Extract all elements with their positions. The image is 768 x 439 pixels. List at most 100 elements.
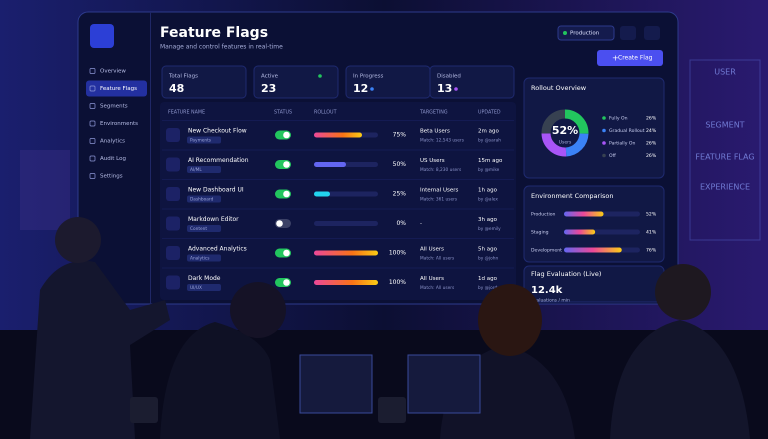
updated-by: by @jordan (478, 285, 503, 291)
legend-dot (602, 141, 606, 145)
updated-by: by @sarah (478, 138, 501, 144)
legend-value: 26% (646, 153, 657, 159)
updated: 15m ago (478, 158, 503, 164)
rollout-bar (314, 280, 378, 285)
env-bar (564, 211, 604, 217)
flag-tag: Analytics (190, 256, 210, 262)
row-icon (166, 275, 180, 290)
legend-name: Off (609, 153, 617, 159)
column-header: STATUS (274, 110, 292, 116)
nav-item[interactable]: Analytics (100, 139, 125, 145)
nav-icon (89, 120, 96, 127)
legend-value: 24% (646, 128, 657, 134)
updated: 3h ago (478, 217, 498, 223)
toggle-knob (283, 161, 290, 168)
card (523, 185, 665, 263)
targeting: All Users (420, 276, 444, 282)
flag-name: AI Recommendation (188, 157, 249, 164)
nav-item[interactable]: Feature Flags (100, 86, 137, 92)
nav-item[interactable]: Settings (100, 174, 123, 180)
toggle-knob (283, 131, 290, 139)
flag-name: Markdown Editor (188, 216, 239, 223)
stat-label: Total Flags (168, 74, 198, 80)
nav-item[interactable]: Audit Log (100, 156, 126, 162)
legend-dot (602, 153, 606, 158)
stat-value: 23 (261, 82, 276, 95)
toggle-knob (283, 190, 290, 198)
env-bar (564, 229, 596, 235)
row-icon (166, 187, 180, 201)
flag-tag: AI/ML (190, 167, 202, 173)
updated-by: by @alex (478, 197, 498, 203)
table-card (160, 102, 516, 300)
flag-tag: UI/UX (190, 285, 202, 291)
nav-item[interactable]: Overview (100, 69, 126, 75)
legend-value: 26% (646, 116, 657, 122)
updated-by: by @mike (478, 167, 500, 173)
nav-icon (89, 138, 96, 144)
env-value: 76% (646, 248, 657, 254)
stat-dot (318, 74, 322, 78)
wall-text: SEGMENT (705, 121, 744, 130)
targeting-match: Match: 8,230 users (420, 167, 462, 173)
stat-label: Active (261, 74, 279, 80)
targeting: US Users (420, 158, 445, 164)
stat-card (253, 65, 339, 99)
flag-tag: Content (190, 226, 207, 232)
card-title: Rollout Overview (531, 84, 587, 92)
nav-item[interactable]: Environments (100, 121, 138, 127)
rollout-label: 25% (393, 191, 407, 198)
tag-pill (187, 136, 221, 144)
laptop (407, 354, 481, 414)
nav-item[interactable]: Segments (100, 104, 128, 110)
targeting: Internal Users (420, 188, 458, 194)
card-title: Environment Comparison (531, 192, 614, 200)
mug (130, 397, 158, 423)
updated: 1d ago (478, 276, 498, 282)
nav-active (86, 80, 147, 97)
env-name: Staging (531, 230, 549, 236)
notify-button[interactable] (620, 26, 636, 40)
eval-sub: evaluations / min (531, 298, 570, 304)
user-button[interactable] (644, 26, 660, 40)
rollout-track (314, 221, 378, 226)
stat-card (429, 65, 515, 99)
legend-name: Fully On (609, 116, 628, 122)
donut-sub: Users (559, 140, 572, 146)
targeting: All Users (420, 247, 444, 253)
tag-pill (187, 225, 221, 232)
stat-value: 48 (169, 82, 184, 95)
env-name: Development (531, 248, 562, 254)
env-name: Production (531, 212, 556, 218)
updated: 2m ago (478, 129, 499, 135)
person-head (55, 217, 101, 263)
nav-icon (89, 68, 96, 74)
wall-text: USER (714, 68, 736, 77)
targeting-match: Match: All users (420, 256, 455, 262)
nav-icon (89, 85, 96, 92)
person (610, 320, 750, 439)
updated: 1h ago (478, 188, 498, 194)
create-plus: + (612, 54, 619, 63)
flag-name: New Dashboard UI (188, 187, 244, 194)
eval-value: 12.4k (531, 285, 563, 296)
flag-name: New Checkout Flow (188, 128, 247, 135)
legend-dot (602, 116, 606, 120)
column-header: ROLLOUT (314, 110, 337, 116)
tag-pill (187, 254, 221, 262)
updated-by: by @emily (478, 226, 501, 232)
tag-pill (187, 284, 221, 291)
rollout-track (314, 191, 378, 197)
updated-by: by @john (478, 256, 498, 262)
person (30, 260, 170, 439)
legend-name: Gradual Rollout (609, 128, 645, 134)
create-button[interactable] (597, 50, 663, 66)
create-label: Create Flag (618, 55, 653, 62)
nav-icon (89, 155, 96, 162)
rollout-label: 50% (393, 161, 407, 168)
env-select[interactable] (557, 25, 615, 41)
mug (378, 397, 406, 423)
card-title: Flag Evaluation (Live) (531, 270, 601, 278)
